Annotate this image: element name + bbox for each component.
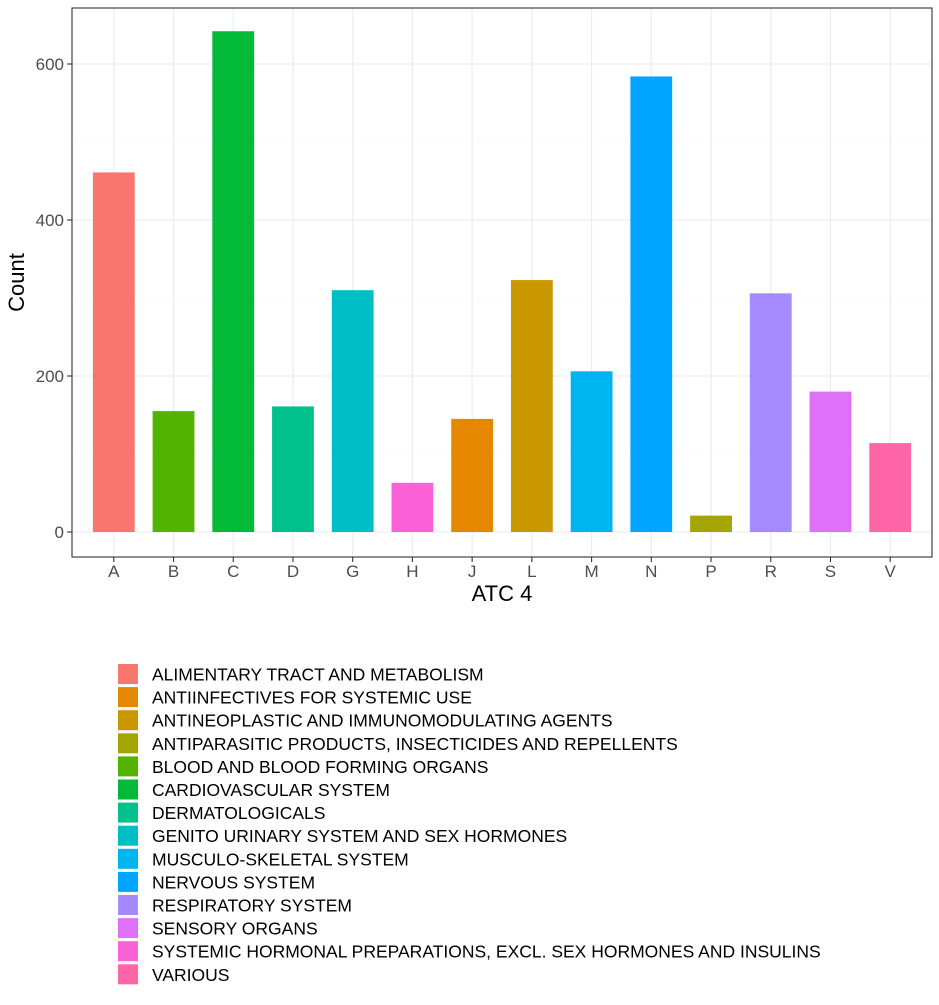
plot-panel-border — [71, 7, 933, 558]
legend-swatch — [118, 687, 138, 708]
legend-label: CARDIOVASCULAR SYSTEM — [152, 780, 390, 800]
legend-label: BLOOD AND BLOOD FORMING ORGANS — [152, 757, 488, 777]
grid-lines — [72, 8, 932, 557]
legend-label: ANTIINFECTIVES FOR SYSTEMIC USE — [152, 688, 472, 708]
x-tick-label: L — [527, 562, 536, 581]
y-tick-label: 600 — [36, 55, 64, 74]
legend-item: DERMATOLOGICALS — [118, 802, 325, 823]
legend-item: VARIOUS — [118, 964, 229, 985]
axes: 0 200 400 600 A B C D G H J L M N P R S V — [36, 55, 897, 581]
legend-item: CARDIOVASCULAR SYSTEM — [118, 779, 390, 800]
bar-M — [570, 371, 613, 532]
legend-swatch — [118, 941, 138, 962]
legend-label: ANTIPARASITIC PRODUCTS, INSECTICIDES AND… — [152, 734, 678, 754]
x-tick-label: S — [825, 562, 836, 581]
legend-item: ANTINEOPLASTIC AND IMMUNOMODULATING AGEN… — [118, 710, 613, 731]
legend-item: ALIMENTARY TRACT AND METABOLISM — [118, 664, 484, 685]
x-tick-label: G — [346, 562, 359, 581]
bars — [92, 31, 912, 533]
y-tick-label: 0 — [55, 523, 64, 542]
bar-S — [809, 391, 852, 532]
bar-B — [152, 411, 195, 532]
bar-G — [331, 290, 374, 532]
legend-swatch — [118, 733, 138, 754]
legend-label: VARIOUS — [152, 965, 229, 985]
legend-item: ANTIPARASITIC PRODUCTS, INSECTICIDES AND… — [118, 733, 678, 754]
legend-item: RESPIRATORY SYSTEM — [118, 895, 352, 916]
legend-swatch — [118, 895, 138, 915]
legend-label: MUSCULO-SKELETAL SYSTEM — [152, 849, 409, 869]
legend-swatch — [118, 871, 138, 892]
x-axis-title: ATC 4 — [472, 581, 533, 606]
bar-N — [630, 76, 673, 532]
legend-item: BLOOD AND BLOOD FORMING ORGANS — [118, 756, 488, 777]
bar-A — [92, 172, 135, 533]
bar-D — [272, 406, 314, 532]
x-tick-label: R — [765, 562, 777, 581]
legend-item: GENITO URINARY SYSTEM AND SEX HORMONES — [118, 825, 567, 846]
legend-item: ANTIINFECTIVES FOR SYSTEMIC USE — [118, 687, 472, 708]
x-tick-label: B — [168, 562, 179, 581]
legend-label: GENITO URINARY SYSTEM AND SEX HORMONES — [152, 826, 567, 846]
legend-label: RESPIRATORY SYSTEM — [152, 896, 352, 916]
legend-label: SYSTEMIC HORMONAL PREPARATIONS, EXCL. SE… — [152, 942, 821, 962]
bar-P — [690, 515, 732, 532]
x-tick-label: A — [108, 562, 120, 581]
legend-label: ALIMENTARY TRACT AND METABOLISM — [152, 665, 484, 685]
x-tick-label: V — [885, 562, 897, 581]
legend: ALIMENTARY TRACT AND METABOLISM ANTIINFEC… — [118, 664, 821, 985]
legend-swatch — [118, 848, 138, 869]
legend-item: SENSORY ORGANS — [118, 918, 318, 939]
legend-swatch — [118, 802, 138, 823]
legend-swatch — [118, 779, 138, 800]
legend-swatch — [118, 964, 138, 985]
legend-swatch — [118, 664, 138, 684]
legend-item: SYSTEMIC HORMONAL PREPARATIONS, EXCL. SE… — [118, 941, 821, 962]
y-tick-label: 200 — [36, 367, 64, 386]
legend-swatch — [118, 756, 138, 777]
bar-R — [749, 293, 792, 532]
legend-item: NERVOUS SYSTEM — [118, 871, 315, 892]
y-axis-title: Count — [4, 253, 29, 312]
y-tick-label: 400 — [36, 211, 64, 230]
x-tick-label: J — [468, 562, 477, 581]
x-tick-label: D — [287, 562, 299, 581]
legend-label: ANTINEOPLASTIC AND IMMUNOMODULATING AGEN… — [152, 711, 613, 731]
bar-J — [451, 418, 494, 532]
x-tick-label: C — [227, 562, 239, 581]
bar-H — [391, 482, 434, 532]
x-tick-label: P — [705, 562, 716, 581]
x-tick-label: N — [645, 562, 657, 581]
legend-swatch — [118, 710, 138, 731]
legend-label: DERMATOLOGICALS — [152, 803, 325, 823]
legend-label: NERVOUS SYSTEM — [152, 872, 315, 892]
bar-C — [212, 31, 255, 533]
bar-V — [869, 443, 912, 532]
legend-swatch — [118, 825, 138, 846]
bar-L — [510, 280, 553, 532]
legend-swatch — [118, 918, 138, 939]
x-tick-label: M — [584, 562, 598, 581]
x-tick-label: H — [406, 562, 418, 581]
legend-label: SENSORY ORGANS — [152, 919, 318, 939]
legend-item: MUSCULO-SKELETAL SYSTEM — [118, 848, 409, 869]
